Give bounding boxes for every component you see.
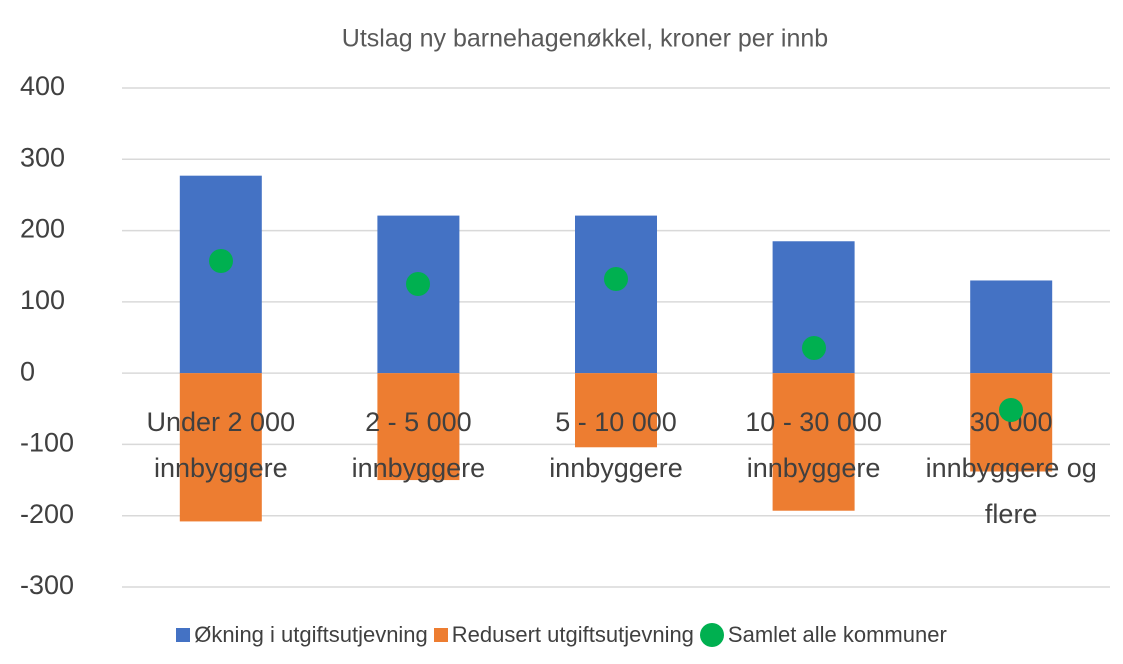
y-tick-label: 200 [20, 214, 65, 244]
chart-title: Utslag ny barnehagenøkkel, kroner per in… [342, 25, 828, 53]
bar [377, 373, 460, 481]
x-tick-label: 2 - 5 000 innbyggere [351, 407, 486, 483]
legend-label: Redusert utgiftsutjevning [451, 622, 694, 647]
y-tick-label: 400 [20, 71, 65, 101]
legend-item: Økning i utgiftsutjevning [176, 622, 428, 648]
x-tick-label: Under 2 000 innbyggere [146, 407, 296, 483]
legend: Økning i utgiftsutjevning Redusert utgift… [0, 622, 1123, 648]
data-point [208, 248, 233, 273]
legend-label: Samlet alle kommuner [727, 622, 947, 647]
data-point [406, 272, 431, 297]
data-point [604, 267, 628, 292]
bar [179, 175, 262, 374]
legend-item: Redusert utgiftsutjevning [433, 622, 694, 648]
legend-item: Samlet alle kommuner [699, 622, 947, 648]
bar [772, 373, 855, 511]
legend-swatch [433, 628, 448, 642]
bar [575, 373, 657, 448]
data-point [999, 398, 1024, 423]
y-tick-label: -100 [20, 428, 74, 458]
y-tick-label: -300 [20, 570, 74, 600]
y-tick-label: -200 [20, 499, 74, 529]
data-point [801, 336, 826, 361]
x-tick-label: 10 - 30 000 innbyggere [745, 407, 882, 483]
bar [575, 215, 657, 374]
legend-label: Økning i utgiftsutjevning [194, 622, 428, 647]
legend-swatch [176, 628, 191, 642]
y-tick-label: 100 [20, 285, 65, 315]
y-tick-label: 300 [20, 142, 65, 172]
x-tick-label: 5 - 10 000 innbyggere [549, 407, 683, 483]
y-tick-label: 0 [20, 356, 35, 386]
bar [970, 373, 1053, 472]
bar [970, 280, 1053, 374]
legend-swatch [699, 623, 724, 647]
bar [179, 373, 262, 522]
